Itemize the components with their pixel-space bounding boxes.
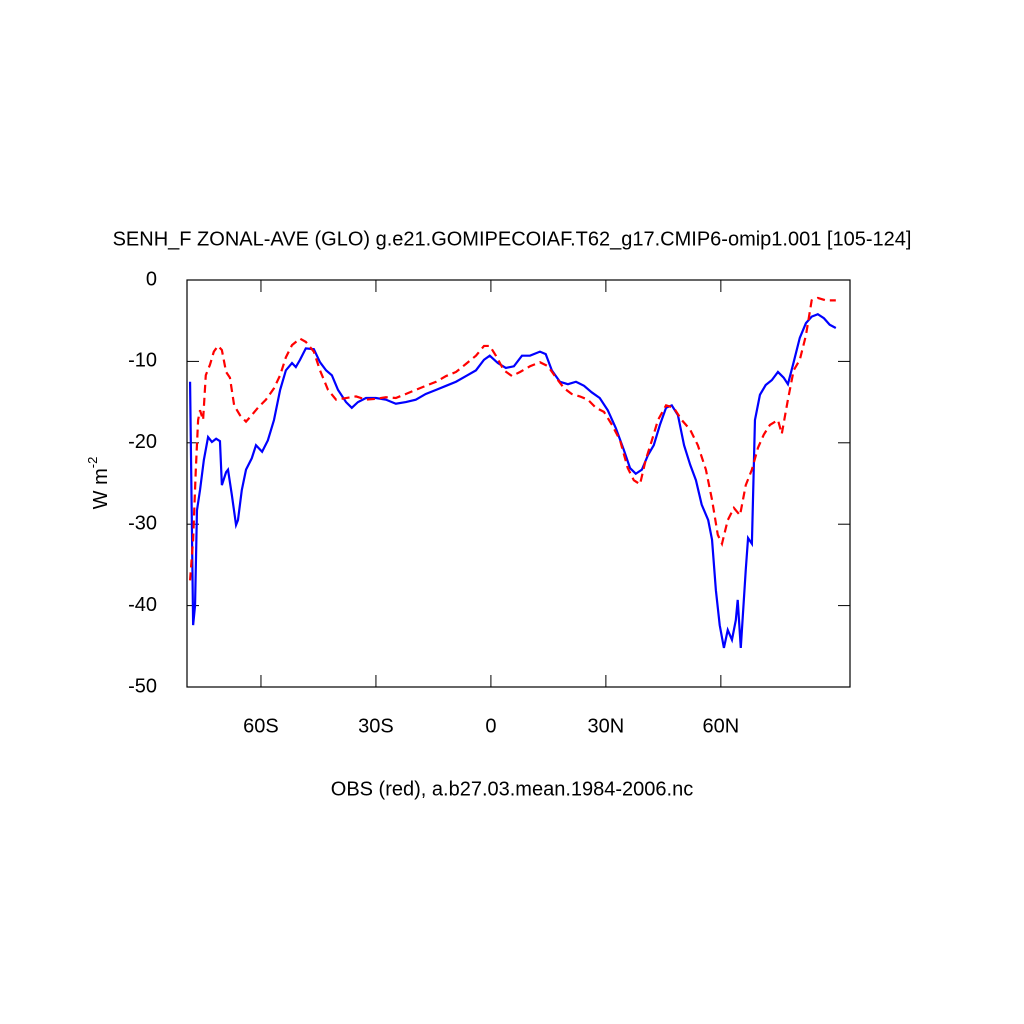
x-tick-label: 60N [702, 715, 739, 737]
data-line [188, 312, 837, 649]
x-tick-label: 0 [485, 715, 496, 737]
x-axis-label: OBS (red), a.b27.03.mean.1984-2006.nc [331, 778, 693, 800]
y-tick-label: -20 [128, 431, 157, 453]
data-line [188, 296, 836, 581]
y-label-text: W m [90, 468, 112, 509]
y-tick-label: -50 [128, 675, 157, 697]
plot-frame [186, 279, 851, 688]
x-tick-label: 30N [588, 715, 625, 737]
y-tick-label: 0 [146, 268, 157, 290]
y-tick-label: -40 [128, 594, 157, 616]
chart-title: SENH_F ZONAL-AVE (GLO) g.e21.GOMIPECOIAF… [113, 228, 912, 250]
y-tick-label: -10 [128, 350, 157, 372]
y-axis-label: W m-2 [85, 457, 112, 510]
x-tick-label: 30S [358, 715, 394, 737]
y-label-sup: -2 [85, 457, 100, 469]
x-tick-label: 60S [243, 715, 279, 737]
y-tick-label: -30 [128, 512, 157, 534]
